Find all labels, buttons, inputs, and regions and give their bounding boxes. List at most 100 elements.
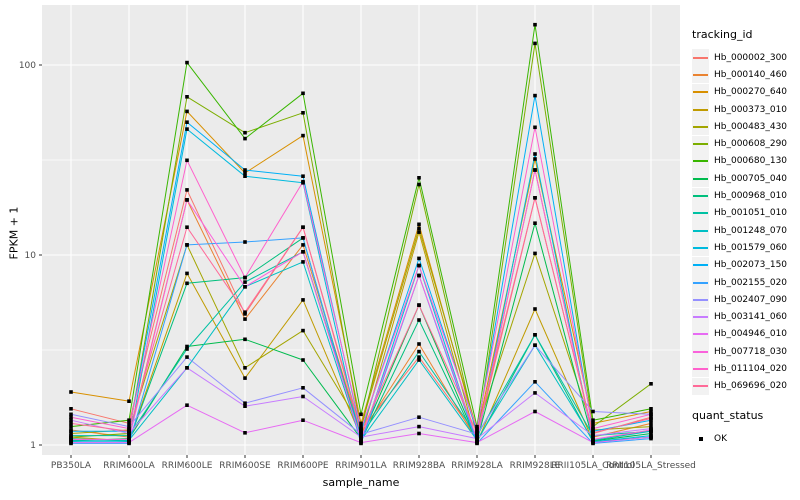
legend-item-label: Hb_002407_090 xyxy=(714,294,788,305)
y-tick-label: 10 xyxy=(25,251,37,261)
data-point xyxy=(649,382,653,386)
data-point xyxy=(243,240,247,244)
series-color-line-icon xyxy=(693,246,708,249)
data-point xyxy=(243,168,247,172)
data-point xyxy=(533,409,537,414)
data-point xyxy=(591,426,595,431)
data-point xyxy=(301,358,305,362)
data-point xyxy=(591,433,595,438)
series-color-line-icon xyxy=(693,350,708,353)
data-point xyxy=(127,437,131,442)
x-tick-label: RRIM901LA xyxy=(335,461,387,471)
series-color-line-icon xyxy=(693,264,708,267)
data-point xyxy=(591,424,595,429)
data-point xyxy=(185,355,189,359)
data-point xyxy=(69,407,73,411)
legend-item-Hb_002155_020: Hb_002155_020 xyxy=(692,274,800,291)
legend-item-label: Hb_000705_040 xyxy=(714,173,788,184)
legend-item-Hb_069696_020: Hb_069696_020 xyxy=(692,377,800,395)
legend-item-label: Hb_007718_030 xyxy=(714,346,788,357)
data-point xyxy=(301,298,305,302)
legend-item-label: Hb_002073_150 xyxy=(714,260,788,271)
data-point xyxy=(243,310,247,314)
legend-item-label: Hb_000968_010 xyxy=(714,191,788,202)
data-point xyxy=(591,418,595,422)
legend-key-swatch xyxy=(692,204,709,222)
data-point xyxy=(533,41,537,46)
legend-item-label: Hb_000270_640 xyxy=(714,87,788,98)
data-point xyxy=(243,174,247,178)
x-axis-title: sample_name xyxy=(322,476,400,489)
series-color-line-icon xyxy=(693,229,708,232)
legend-item-label: Hb_001248_070 xyxy=(714,225,788,236)
legend-item-Hb_000483_430: Hb_000483_430 xyxy=(692,118,800,136)
data-point xyxy=(417,176,421,180)
legend-item-label: Hb_003141_060 xyxy=(714,312,788,323)
data-point xyxy=(301,328,305,333)
data-point xyxy=(69,431,73,436)
legend-key-swatch xyxy=(692,308,709,326)
data-point xyxy=(243,171,247,175)
legend-key-swatch xyxy=(692,325,709,343)
legend-item-Hb_002073_150: Hb_002073_150 xyxy=(692,256,800,274)
data-point xyxy=(533,343,537,347)
y-tick-label: 1 xyxy=(30,441,36,451)
data-point xyxy=(359,431,363,435)
data-point xyxy=(243,366,247,370)
data-point xyxy=(185,120,189,124)
legend-key-swatch xyxy=(692,291,709,309)
data-point xyxy=(649,431,653,436)
legend-item-Hb_000140_460: Hb_000140_460 xyxy=(692,66,800,84)
legend-item-Hb_003141_060: Hb_003141_060 xyxy=(692,308,800,326)
series-color-line-icon xyxy=(693,56,708,59)
data-point xyxy=(301,133,305,138)
data-point xyxy=(649,412,653,417)
data-point xyxy=(533,380,537,384)
data-point xyxy=(185,281,189,286)
data-point xyxy=(533,93,537,98)
data-point xyxy=(359,440,363,445)
data-point xyxy=(417,358,421,362)
data-point xyxy=(591,431,595,435)
series-color-line-icon xyxy=(693,316,708,319)
data-point xyxy=(591,437,595,442)
y-axis-title: FPKM + 1 xyxy=(7,206,21,260)
data-point xyxy=(417,222,421,227)
data-point xyxy=(185,271,189,276)
legend-item-label: Hb_000140_460 xyxy=(714,69,788,80)
legend-key-swatch xyxy=(692,256,709,274)
legend-key-swatch xyxy=(692,222,709,240)
legend-key-swatch xyxy=(692,187,709,205)
legend-item-Hb_000680_130: Hb_000680_130 xyxy=(692,152,800,170)
series-color-line-icon xyxy=(693,108,708,111)
data-point xyxy=(301,179,305,184)
legend-key-swatch xyxy=(692,101,709,119)
legend-item-label: Hb_004946_010 xyxy=(714,329,788,340)
data-point xyxy=(185,243,189,247)
data-point xyxy=(243,431,247,435)
data-point xyxy=(301,250,305,254)
legend-title-tracking-id: tracking_id xyxy=(692,28,753,41)
data-point xyxy=(69,440,73,445)
data-point xyxy=(533,157,537,161)
data-point xyxy=(127,418,131,422)
data-point xyxy=(301,225,305,229)
legend-item-label: Hb_002155_020 xyxy=(714,277,788,288)
data-point xyxy=(185,60,189,65)
data-point xyxy=(475,431,479,435)
series-color-line-icon xyxy=(693,91,708,94)
data-point xyxy=(533,152,537,156)
x-tick-label: RRII105LA_Control xyxy=(551,461,634,471)
legend-key-swatch xyxy=(692,83,709,101)
legend-items-quant-status: OK xyxy=(692,430,800,447)
data-point xyxy=(359,412,363,417)
legend-item-Hb_007718_030: Hb_007718_030 xyxy=(692,343,800,361)
data-point xyxy=(417,349,421,354)
data-point xyxy=(591,409,595,414)
data-point xyxy=(243,136,247,141)
data-point xyxy=(243,317,247,321)
data-point xyxy=(649,407,653,411)
legend-item-label: OK xyxy=(714,433,727,444)
data-point xyxy=(417,303,421,307)
